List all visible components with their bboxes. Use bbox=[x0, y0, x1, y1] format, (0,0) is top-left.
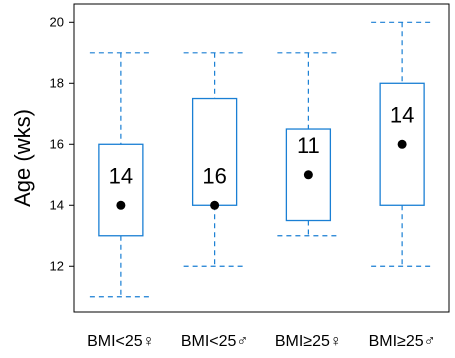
box-iqr bbox=[191, 97, 238, 206]
plot-frame bbox=[73, 3, 450, 313]
y-tick-label: 12 bbox=[50, 258, 64, 273]
y-axis: 12 14 16 18 20 bbox=[50, 14, 74, 273]
count-label: 14 bbox=[390, 102, 414, 127]
median-point bbox=[210, 200, 220, 210]
median-point bbox=[303, 170, 313, 180]
x-tick-label: BMI≥25♂ bbox=[369, 333, 436, 350]
count-label: 16 bbox=[202, 163, 226, 188]
box-series: 14 16 11 14 bbox=[89, 21, 434, 298]
box-group: 14 bbox=[89, 52, 152, 298]
x-tick-label: BMI≥25♀ bbox=[275, 333, 342, 350]
count-label: 14 bbox=[109, 163, 133, 188]
y-tick-label: 18 bbox=[50, 75, 64, 90]
box-group: 14 bbox=[371, 21, 434, 267]
x-axis-tick-labels: BMI<25♀ BMI<25♂ BMI≥25♀ BMI≥25♂ bbox=[87, 333, 436, 350]
y-axis-label: Age (wks) bbox=[10, 109, 35, 207]
median-point bbox=[116, 200, 126, 210]
box-group: 16 bbox=[183, 52, 246, 267]
median-point bbox=[397, 139, 407, 149]
y-tick-label: 20 bbox=[50, 14, 64, 29]
y-tick-label: 14 bbox=[50, 197, 64, 212]
x-tick-label: BMI<25♀ bbox=[87, 333, 155, 350]
x-tick-label: BMI<25♂ bbox=[181, 333, 249, 350]
box-iqr bbox=[98, 143, 144, 237]
box-group: 11 bbox=[277, 52, 340, 237]
y-tick-label: 16 bbox=[50, 136, 64, 151]
count-label: 11 bbox=[297, 133, 320, 158]
